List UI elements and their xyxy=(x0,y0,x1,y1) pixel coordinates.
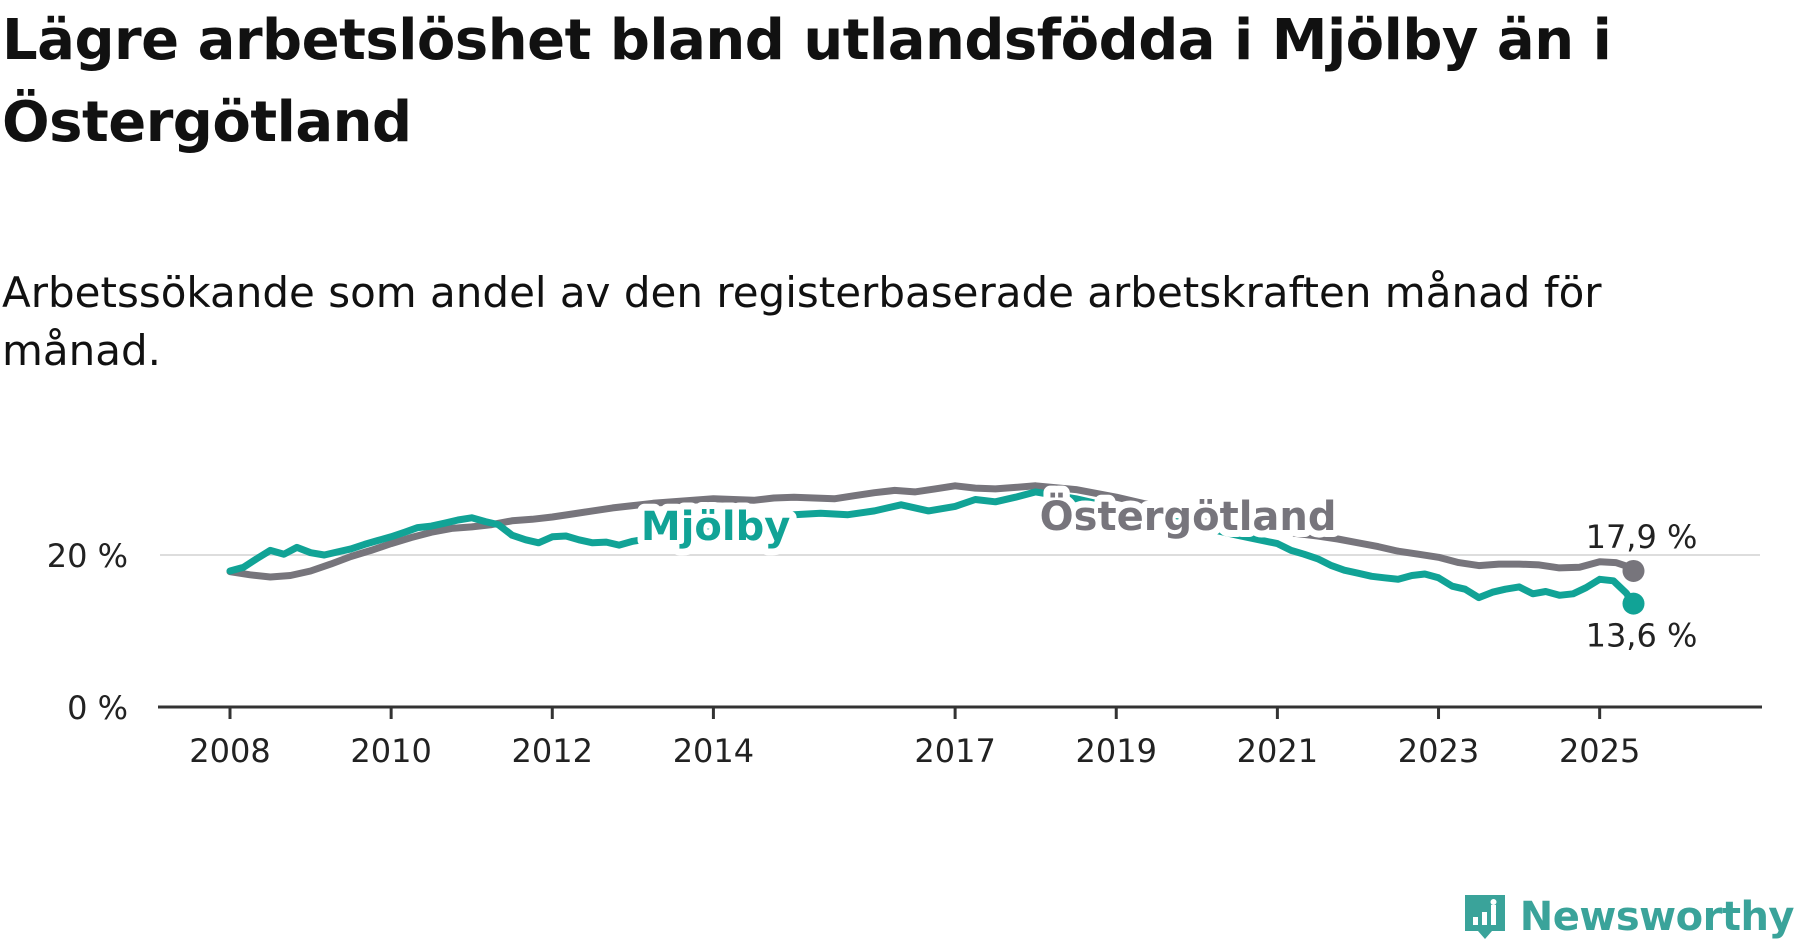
x-tick-label: 2008 xyxy=(189,732,270,770)
x-tick-label: 2023 xyxy=(1398,732,1479,770)
brand-name: Newsworthy xyxy=(1519,894,1795,940)
x-tick-label: 2014 xyxy=(673,732,754,770)
series-end-marker-ostergotland xyxy=(1622,559,1645,582)
x-tick-label: 2010 xyxy=(350,732,431,770)
series-end-marker-mjolby xyxy=(1622,592,1645,615)
x-tick-label: 2017 xyxy=(914,732,995,770)
end-value-label-ostergotland: 17,9 % xyxy=(1586,518,1698,556)
chart-title: Lägre arbetslöshet bland utlandsfödda i … xyxy=(2,8,1612,155)
x-tick-label: 2025 xyxy=(1559,732,1640,770)
series-line-ostergotland xyxy=(226,482,1637,581)
x-tick-label: 2021 xyxy=(1237,732,1318,770)
brand-logo: Newsworthy xyxy=(1462,892,1795,942)
series-line-mjolby xyxy=(226,488,1637,608)
series-label-ostergotland: Östergötland xyxy=(1040,492,1337,540)
newsworthy-chart-icon xyxy=(1464,895,1505,939)
y-tick-label: 20 % xyxy=(47,537,128,575)
x-tick-label: 2012 xyxy=(512,732,593,770)
chart-subtitle: Arbetssökande som andel av den registerb… xyxy=(2,268,1602,375)
x-tick-label: 2019 xyxy=(1076,732,1157,770)
series-label-mjolby: Mjölby xyxy=(641,504,790,550)
y-tick-label: 0 % xyxy=(67,689,128,727)
end-value-label-mjolby: 13,6 % xyxy=(1586,617,1698,655)
